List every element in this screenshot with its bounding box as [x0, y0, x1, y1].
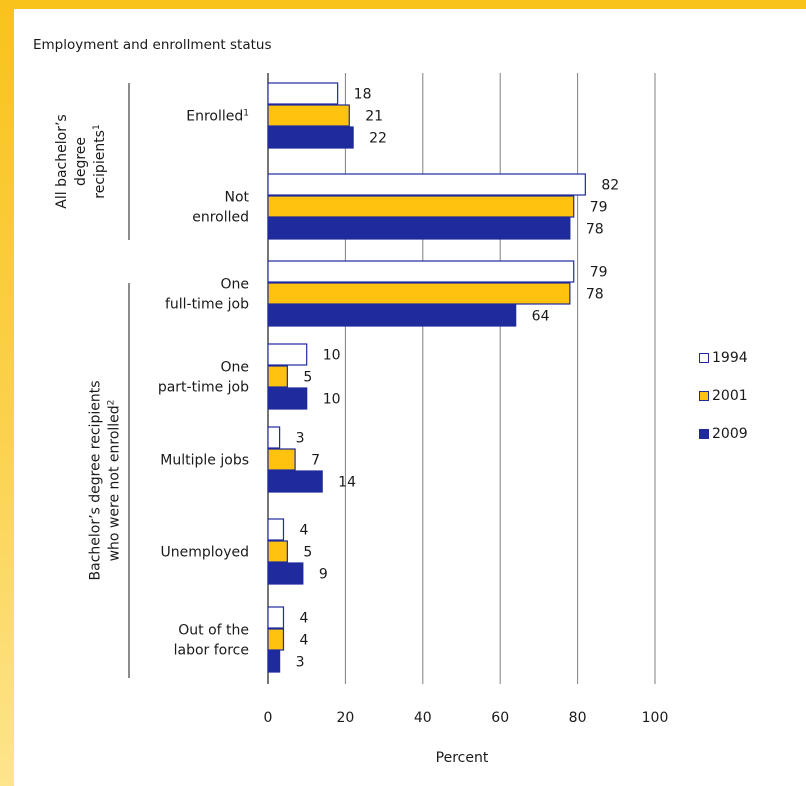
bar-value-label: 22 — [369, 131, 387, 147]
bar-value-label: 5 — [303, 370, 312, 386]
bar-2001 — [267, 365, 288, 388]
bar-value-label: 21 — [365, 109, 383, 125]
x-tick-label: 0 — [264, 710, 273, 726]
legend-swatch-2009 — [699, 429, 709, 439]
bar-2009 — [267, 562, 304, 585]
bar-2009 — [267, 217, 571, 240]
x-tick-label: 40 — [414, 710, 432, 726]
bar-value-label: 4 — [299, 523, 308, 539]
bar-value-label: 10 — [323, 392, 341, 408]
category-label: full-time job — [165, 297, 249, 313]
bar-2001 — [267, 104, 350, 127]
bar-value-label: 4 — [299, 633, 308, 649]
bar-value-label: 78 — [586, 222, 604, 238]
bar-1994 — [267, 426, 281, 449]
bar-value-label: 64 — [532, 309, 550, 325]
category-label: Not — [224, 190, 249, 206]
bar-2009 — [267, 304, 517, 327]
bar-2001 — [267, 195, 575, 218]
chart-title: Employment and enrollment status — [33, 37, 272, 53]
category-label: Unemployed — [161, 545, 250, 561]
group-label: recipients1 — [92, 124, 108, 198]
category-label: part-time job — [158, 380, 249, 396]
x-axis-label: Percent — [436, 750, 489, 766]
bar-value-label: 10 — [323, 348, 341, 364]
legend-label-2009: 2009 — [712, 426, 748, 442]
bar-value-label: 3 — [296, 655, 305, 671]
x-tick-label: 60 — [491, 710, 509, 726]
category-label: One — [220, 277, 249, 293]
legend-label-1994: 1994 — [712, 350, 748, 366]
bar-2001 — [267, 448, 296, 471]
frame-left-border — [0, 0, 14, 786]
group-label: who were not enrolled2 — [107, 400, 123, 562]
bar-value-label: 79 — [590, 200, 608, 216]
bar-2009 — [267, 650, 281, 673]
bar-value-label: 78 — [586, 287, 604, 303]
category-label: Multiple jobs — [160, 453, 249, 469]
bar-value-label: 82 — [601, 178, 619, 194]
x-tick-label: 80 — [569, 710, 587, 726]
bar-value-label: 14 — [338, 475, 356, 491]
legend-item-2001: 2001 — [699, 388, 748, 404]
bar-2001 — [267, 628, 285, 651]
bar-2001 — [267, 540, 288, 563]
legend-swatch-1994 — [699, 353, 709, 363]
category-label: labor force — [174, 643, 249, 659]
legend: 1994 2001 2009 — [699, 350, 748, 464]
bar-2009 — [267, 470, 323, 493]
bar-value-label: 9 — [319, 567, 328, 583]
x-tick-label: 100 — [642, 710, 669, 726]
category-label: Out of the — [178, 623, 249, 639]
bar-2001 — [267, 282, 571, 305]
legend-label-2001: 2001 — [712, 388, 748, 404]
bar-1994 — [267, 518, 285, 541]
x-tick-label: 20 — [336, 710, 354, 726]
bar-value-label: 79 — [590, 265, 608, 281]
bar-2009 — [267, 126, 354, 149]
bar-value-label: 18 — [354, 87, 372, 103]
bar-value-label: 4 — [299, 611, 308, 627]
bar-1994 — [267, 343, 308, 366]
group-label: All bachelor’s — [54, 114, 70, 208]
bar-value-label: 3 — [296, 431, 305, 447]
group-label: Bachelor’s degree recipients — [88, 381, 104, 581]
category-label: Enrolled1 — [186, 109, 249, 125]
bar-1994 — [267, 173, 586, 196]
bar-2009 — [267, 387, 308, 410]
legend-item-1994: 1994 — [699, 350, 748, 366]
group-label: degree — [73, 137, 89, 186]
legend-swatch-2001 — [699, 391, 709, 401]
bar-1994 — [267, 260, 575, 283]
bar-value-label: 7 — [311, 453, 320, 469]
bar-value-label: 5 — [303, 545, 312, 561]
frame-top-border — [0, 0, 806, 9]
bar-1994 — [267, 606, 285, 629]
category-label: enrolled — [192, 210, 249, 226]
category-label: One — [220, 360, 249, 376]
legend-item-2009: 2009 — [699, 426, 748, 442]
bar-1994 — [267, 82, 339, 105]
